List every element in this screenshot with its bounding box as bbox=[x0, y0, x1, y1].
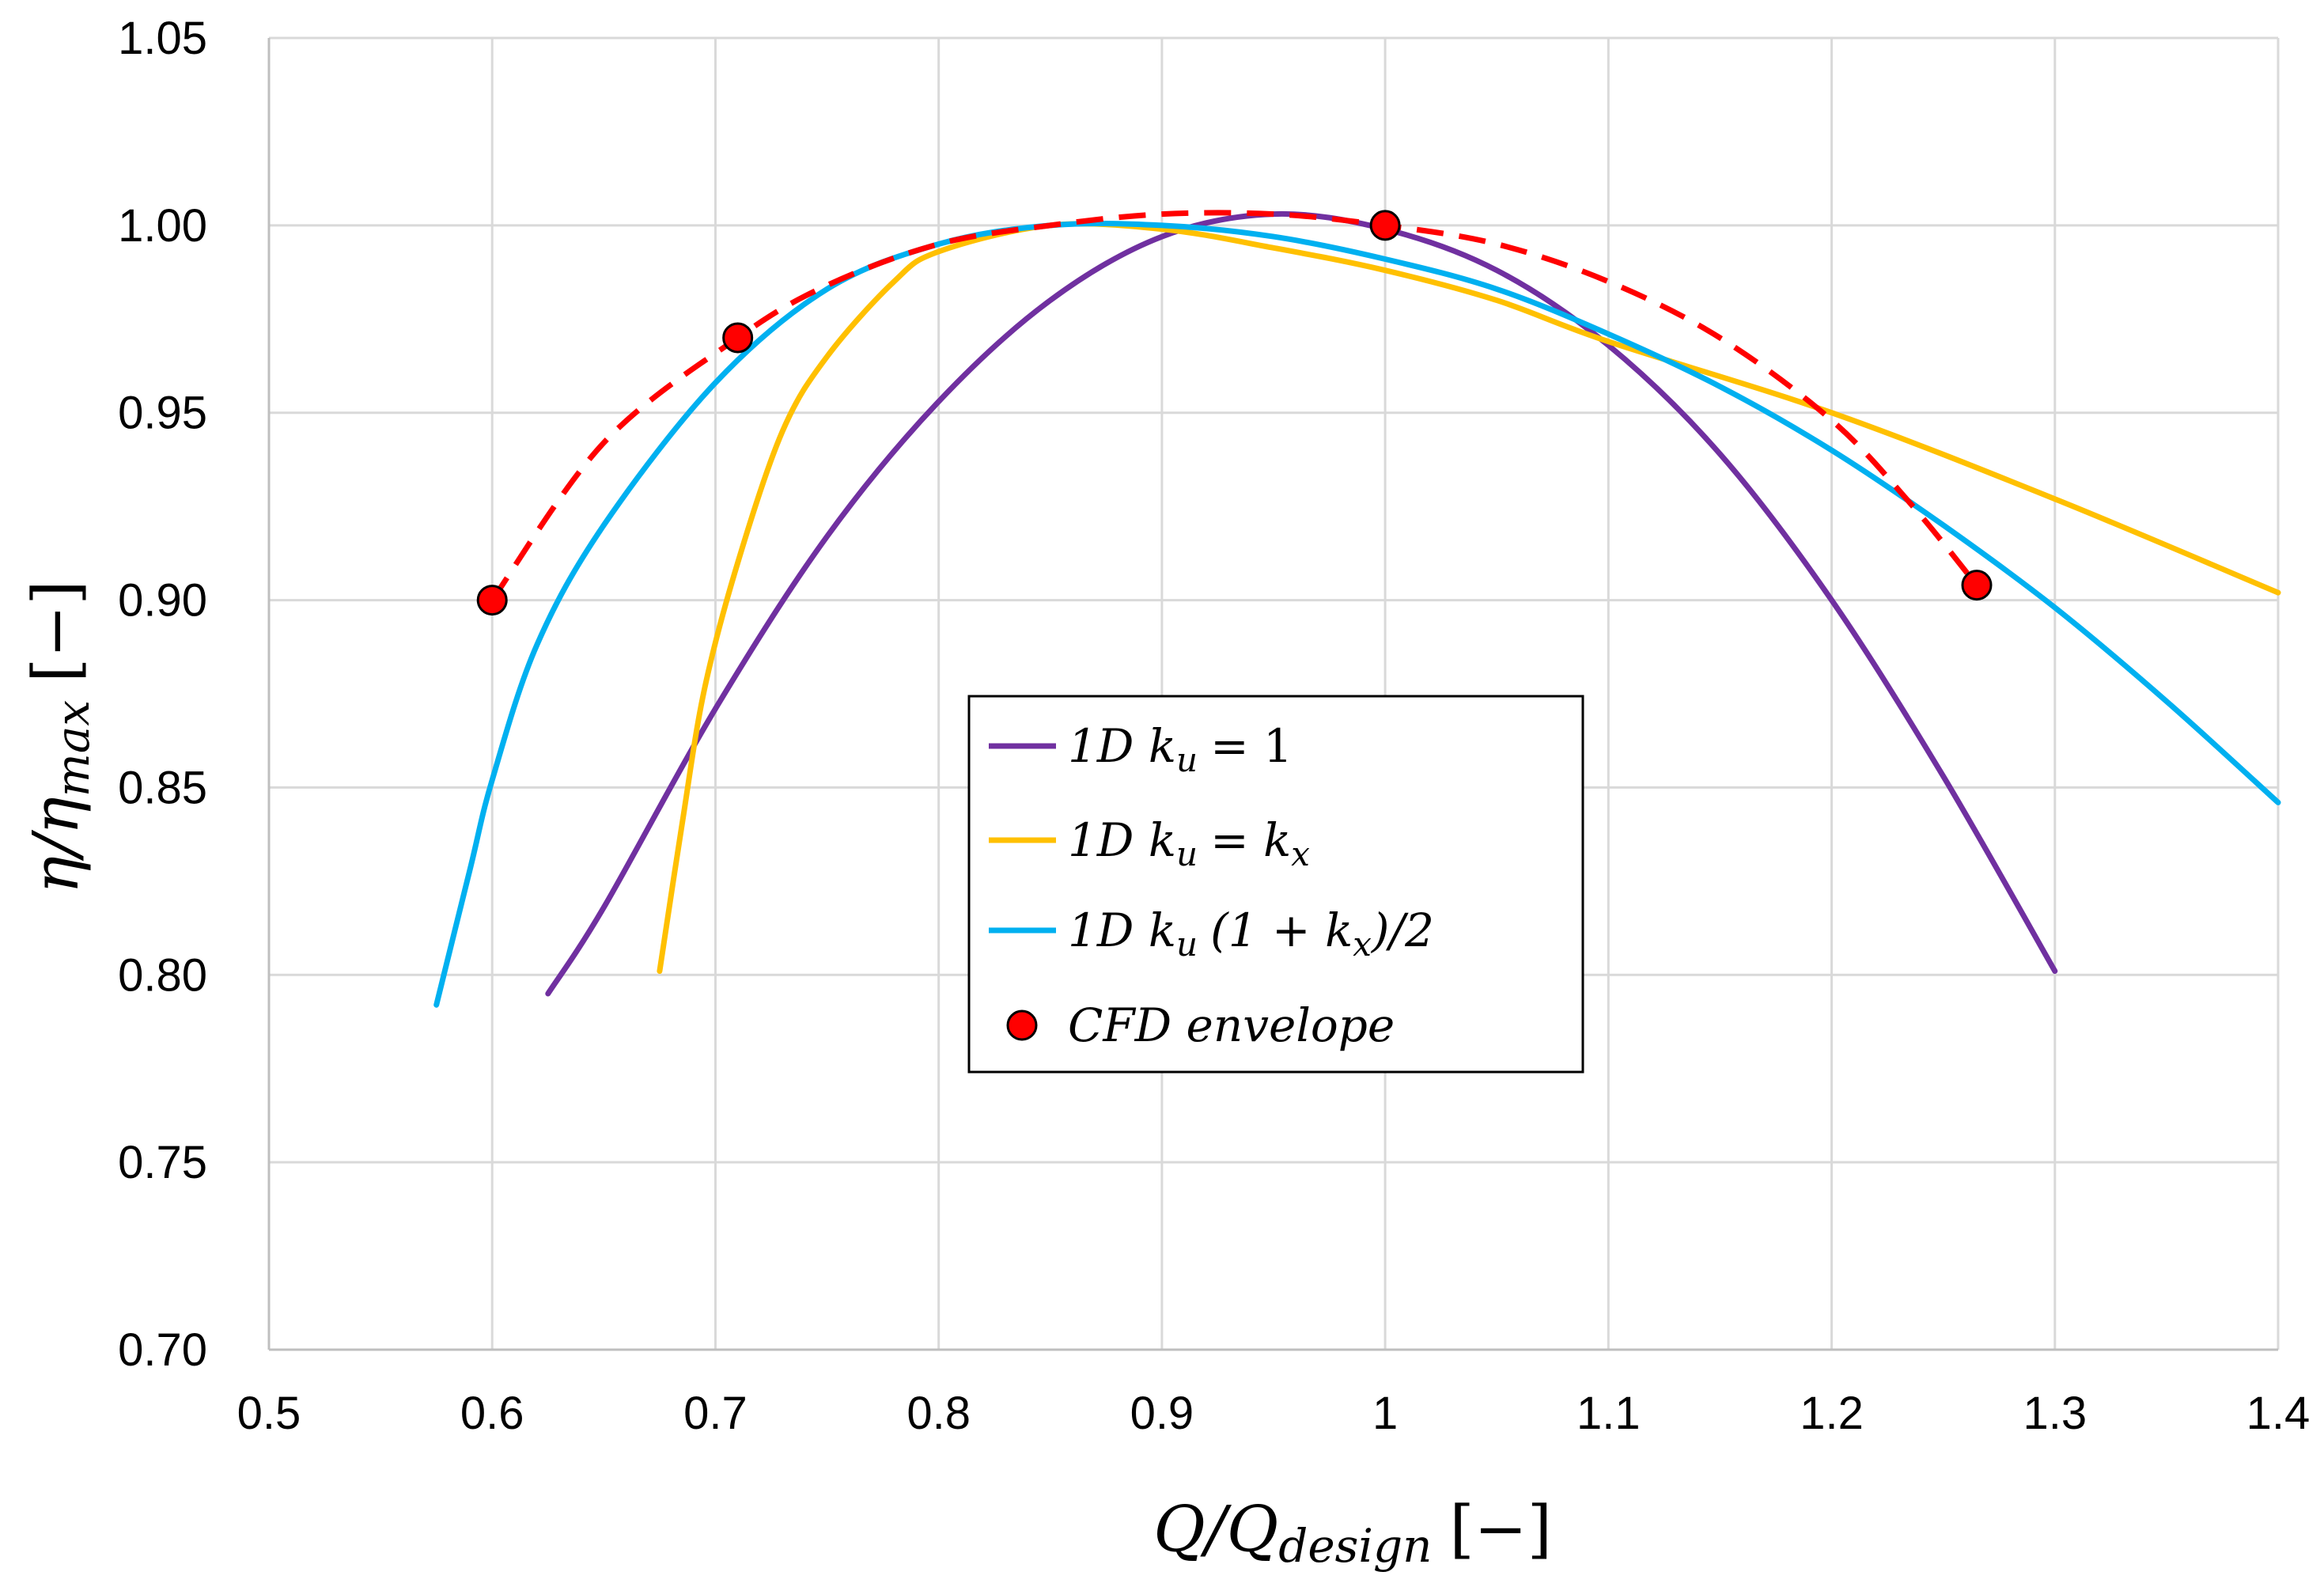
y-tick-label-0-70: 0.70 bbox=[118, 1324, 207, 1376]
legend-item-1d-ku-avg: 1D ku (1 + kx)/2 bbox=[989, 903, 1434, 964]
series-line-1d-k-u-1-k-x-2 bbox=[433, 220, 2281, 1008]
x-tick-label-1-4: 1.4 bbox=[2246, 1388, 2311, 1439]
y-tick-label-1-00: 1.00 bbox=[118, 200, 207, 252]
x-tick-label-0-8: 0.8 bbox=[907, 1388, 971, 1439]
y-tick-label-1-05: 1.05 bbox=[118, 13, 207, 64]
plot-frame bbox=[267, 38, 2278, 1351]
y-tick-labels: 0.70 0.75 0.80 0.85 0.90 0.95 1.00 1.05 bbox=[118, 13, 207, 1376]
x-tick-label-1-3: 1.3 bbox=[2023, 1388, 2087, 1439]
x-tick-label-0-5: 0.5 bbox=[237, 1388, 301, 1439]
legend-label-1d-ku-kx: 1D ku = kx bbox=[1068, 813, 1310, 873]
x-tick-label-0-7: 0.7 bbox=[683, 1388, 748, 1439]
x-axis-title: Q/Qdesign [−] bbox=[1153, 1492, 1552, 1573]
y-tick-label-0-95: 0.95 bbox=[118, 388, 207, 439]
legend-label-1d-ku-avg: 1D ku (1 + kx)/2 bbox=[1068, 903, 1434, 964]
cfd-point-1 bbox=[476, 585, 508, 616]
y-axis-title-sub: max bbox=[46, 700, 100, 797]
series-line-1d-k-u-1 bbox=[545, 210, 2058, 997]
cfd-point-4 bbox=[1961, 570, 1993, 601]
x-tick-label-0-9: 0.9 bbox=[1130, 1388, 1194, 1439]
legend: 1D ku = 1 1D ku = kx 1D ku (1 + kx)/2 CFD e… bbox=[967, 695, 1584, 1074]
x-tick-label-1-2: 1.2 bbox=[1800, 1388, 1864, 1439]
y-tick-label-0-90: 0.90 bbox=[118, 575, 207, 627]
y-tick-label-0-80: 0.80 bbox=[118, 949, 207, 1001]
cfd-point-2 bbox=[722, 322, 754, 354]
x-axis-title-main: Q/Q bbox=[1153, 1492, 1278, 1566]
x-axis-title-unit: [−] bbox=[1449, 1492, 1551, 1566]
legend-box bbox=[967, 695, 1584, 1074]
cfd-point-3 bbox=[1369, 210, 1401, 241]
series-layer bbox=[433, 210, 2281, 1008]
legend-item-1d-ku-kx: 1D ku = kx bbox=[989, 813, 1310, 873]
legend-label-1d-ku-1: 1D ku = 1 bbox=[1068, 719, 1293, 779]
x-tick-labels: 0.5 0.6 0.7 0.8 0.9 1 1.1 1.2 1.3 1.4 bbox=[237, 1388, 2311, 1439]
x-axis-title-sub: design bbox=[1278, 1519, 1432, 1573]
legend-item-1d-ku-1: 1D ku = 1 bbox=[989, 719, 1293, 779]
y-tick-label-0-85: 0.85 bbox=[118, 762, 207, 813]
y-axis-title-main: η/η bbox=[19, 797, 93, 894]
y-axis-title-unit: [−] bbox=[19, 580, 93, 682]
grid-lines bbox=[269, 36, 2280, 1350]
y-axis-title: η/ηmax [−] bbox=[19, 580, 100, 894]
legend-swatch-cfd-envelope bbox=[1006, 1009, 1038, 1041]
x-tick-label-1: 1 bbox=[1372, 1388, 1398, 1439]
x-tick-label-0-6: 0.6 bbox=[460, 1388, 524, 1439]
x-tick-label-1-1: 1.1 bbox=[1576, 1388, 1641, 1439]
legend-label-cfd-envelope: CFD envelope bbox=[1068, 998, 1395, 1052]
legend-item-cfd-envelope: CFD envelope bbox=[1006, 998, 1395, 1052]
y-tick-label-0-75: 0.75 bbox=[118, 1137, 207, 1188]
